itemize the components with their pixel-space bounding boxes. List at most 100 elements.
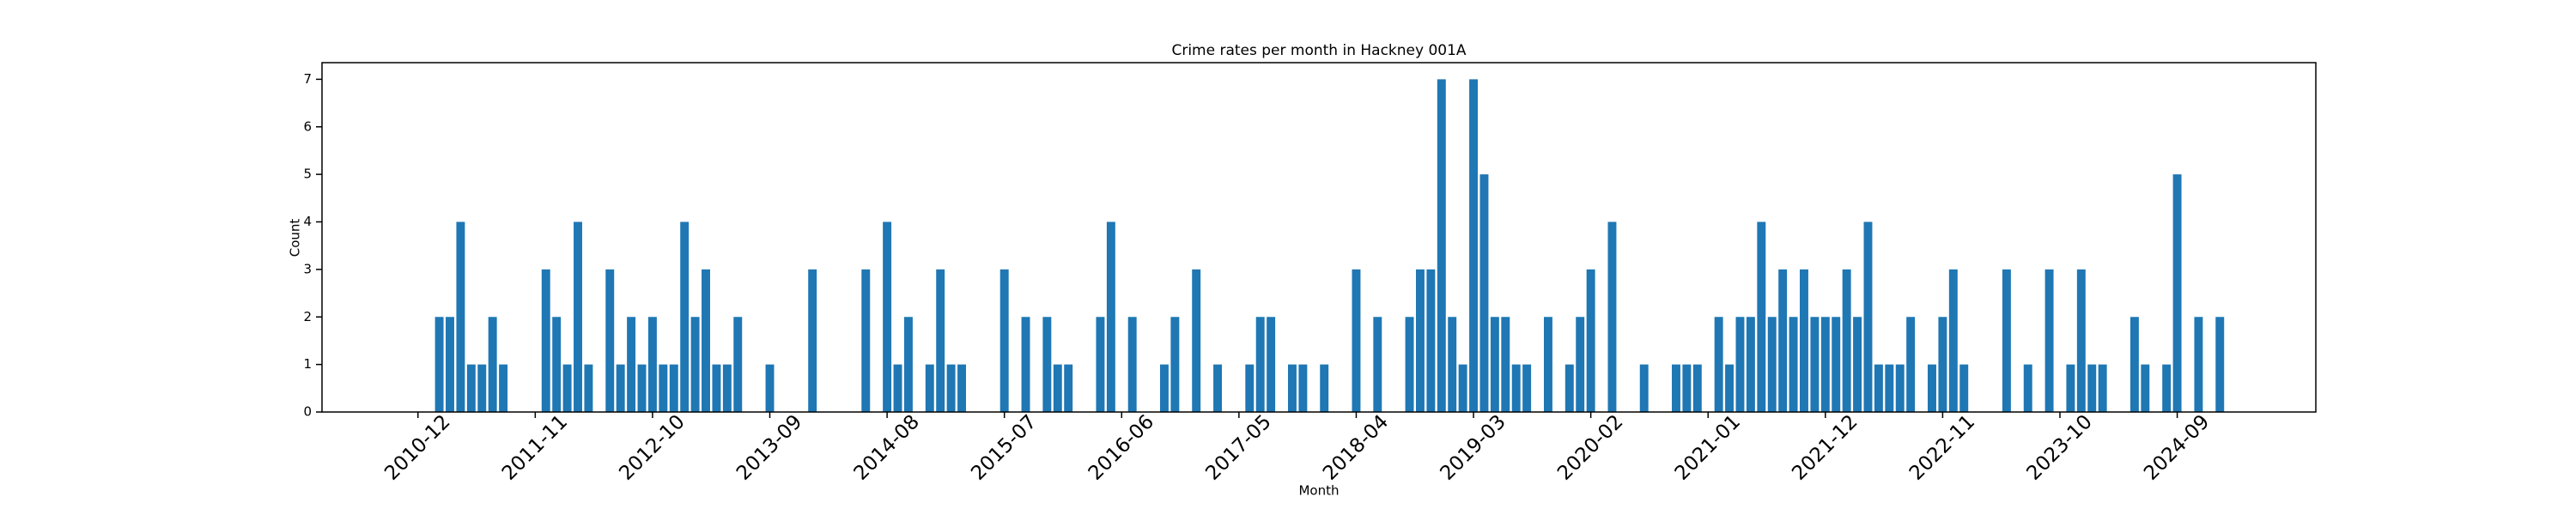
bar xyxy=(2044,269,2054,412)
bar xyxy=(552,317,562,412)
bar xyxy=(1245,364,1255,412)
bar xyxy=(903,317,913,412)
bar xyxy=(883,221,892,412)
bar xyxy=(1778,269,1788,412)
bar xyxy=(1159,364,1169,412)
bar xyxy=(1469,79,1479,412)
bar xyxy=(627,317,636,412)
bar xyxy=(946,364,956,412)
bar xyxy=(605,269,615,412)
x-tick-label: 2013-09 xyxy=(732,410,806,484)
bar xyxy=(925,364,934,412)
bar xyxy=(1501,317,1510,412)
bar xyxy=(2002,269,2011,412)
bar xyxy=(1948,269,1958,412)
bar xyxy=(488,317,497,412)
bar xyxy=(1564,364,1574,412)
bar xyxy=(1938,317,1947,412)
bar xyxy=(1692,364,1702,412)
x-tick-label: 2023-10 xyxy=(2022,410,2096,484)
bar xyxy=(1064,364,1073,412)
bar xyxy=(2087,364,2097,412)
y-tick-label: 1 xyxy=(303,356,312,372)
x-tick-label: 2017-05 xyxy=(1201,410,1275,484)
bar xyxy=(1863,221,1873,412)
bar xyxy=(1959,364,1969,412)
bar xyxy=(1320,364,1329,412)
bar xyxy=(1672,364,1680,412)
x-tick-label: 2010-12 xyxy=(380,410,454,484)
x-tick-label: 2015-07 xyxy=(967,410,1041,484)
bar xyxy=(1607,221,1617,412)
bar xyxy=(2215,317,2225,412)
bar xyxy=(2098,364,2107,412)
x-tick-label: 2018-04 xyxy=(1319,410,1393,484)
bar xyxy=(541,269,550,412)
bar xyxy=(574,221,582,412)
bar xyxy=(893,364,902,412)
bar xyxy=(659,364,668,412)
x-tick-label: 2014-08 xyxy=(850,410,924,484)
bar xyxy=(1170,317,1180,412)
bar xyxy=(1820,317,1830,412)
bar xyxy=(1544,317,1552,412)
x-tick-label: 2021-12 xyxy=(1788,410,1862,484)
bar xyxy=(2129,317,2139,412)
bar xyxy=(1885,364,1894,412)
bar xyxy=(1437,79,1446,412)
bar xyxy=(1810,317,1820,412)
bar xyxy=(466,364,476,412)
bar xyxy=(1842,269,1851,412)
bar xyxy=(2023,364,2032,412)
bar xyxy=(1352,269,1361,412)
bar xyxy=(2141,364,2150,412)
plot-frame xyxy=(321,62,2317,413)
bar xyxy=(712,364,721,412)
bar xyxy=(733,317,743,412)
bar xyxy=(2194,317,2203,412)
bar xyxy=(936,269,945,412)
bar xyxy=(647,317,657,412)
bar xyxy=(1405,317,1414,412)
bar xyxy=(1255,317,1265,412)
bar xyxy=(999,269,1009,412)
bar xyxy=(1458,364,1467,412)
bar xyxy=(1576,317,1585,412)
x-axis-label: Month xyxy=(1298,483,1339,499)
y-tick-label: 5 xyxy=(303,167,312,182)
bar xyxy=(669,364,678,412)
bar xyxy=(1021,317,1030,412)
x-tick-label: 2019-03 xyxy=(1437,410,1510,484)
x-tick-label: 2022-11 xyxy=(1905,410,1979,484)
bar xyxy=(1853,317,1862,412)
bar xyxy=(2162,364,2172,412)
x-tick-label: 2016-06 xyxy=(1084,410,1158,484)
bar xyxy=(637,364,647,412)
bar xyxy=(680,221,690,412)
bar xyxy=(1746,317,1755,412)
bar xyxy=(1042,317,1052,412)
x-tick-label: 2011-11 xyxy=(498,410,572,484)
bar xyxy=(1426,269,1436,412)
bar xyxy=(1287,364,1297,412)
bar xyxy=(1735,317,1745,412)
bar xyxy=(1298,364,1308,412)
bar xyxy=(1874,364,1883,412)
bar xyxy=(477,364,487,412)
bar xyxy=(562,364,572,412)
bar xyxy=(1373,317,1382,412)
bar xyxy=(1522,364,1532,412)
bar xyxy=(1682,364,1692,412)
bar xyxy=(1053,364,1062,412)
x-tick-label: 2020-02 xyxy=(1553,410,1627,484)
x-tick-label: 2012-10 xyxy=(615,410,689,484)
bar xyxy=(1757,221,1766,412)
y-axis-label: Count xyxy=(288,219,303,258)
x-tick-label: 2024-09 xyxy=(2140,410,2214,484)
bar xyxy=(1928,364,1936,412)
bar xyxy=(1127,317,1137,412)
bar xyxy=(690,317,700,412)
bar xyxy=(702,269,710,412)
bar xyxy=(2172,174,2182,412)
